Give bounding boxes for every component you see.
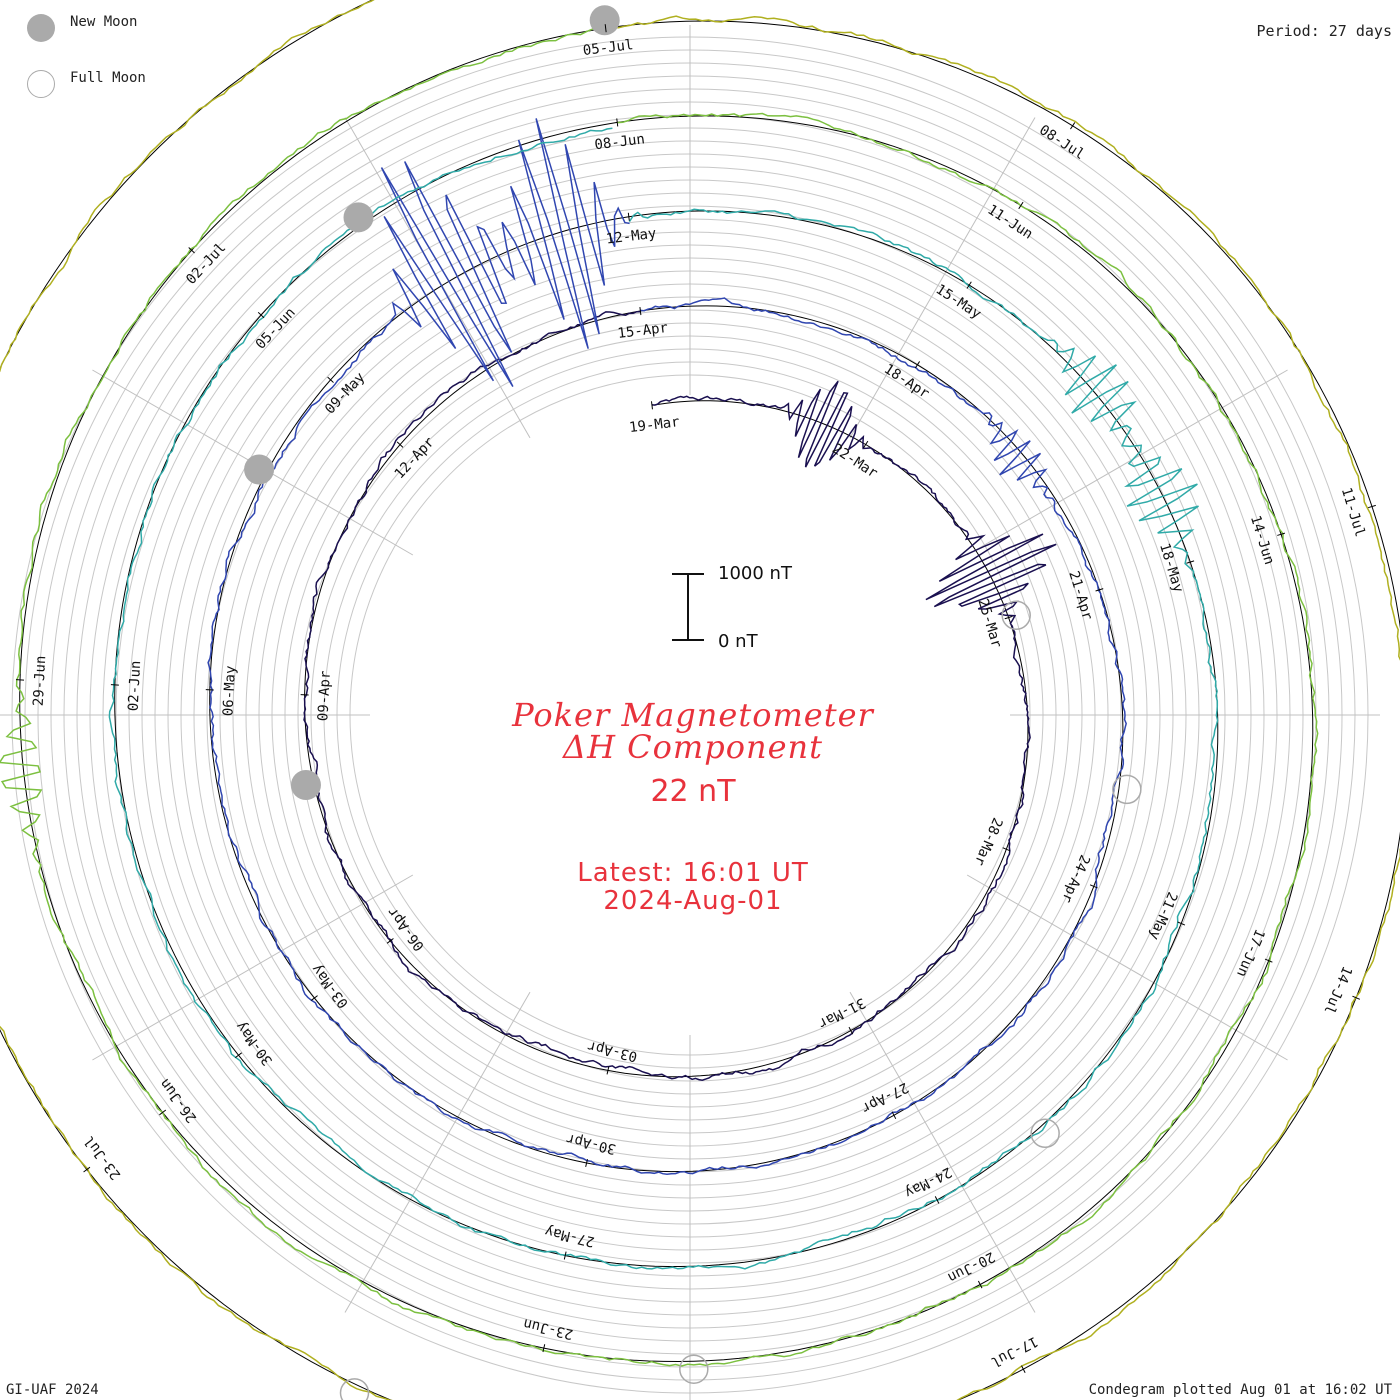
date-tick [1089, 884, 1098, 889]
date-tick [563, 1251, 567, 1260]
full-moon-marker [679, 1354, 709, 1384]
date-label: 19-Mar [628, 414, 680, 436]
date-label: 08-Jun [594, 131, 646, 153]
moon-markers [244, 5, 1142, 1400]
spoke-line [92, 874, 414, 1061]
date-tick [159, 1109, 167, 1116]
series-trace-08-Jun [0, 25, 1319, 1367]
date-label: 15-Apr [617, 320, 669, 342]
date-tick [188, 247, 195, 254]
date-tick [1367, 504, 1376, 509]
date-tick [542, 1344, 546, 1353]
date-tick [1177, 921, 1186, 926]
date-tick [327, 376, 334, 383]
series-trace-19-Mar [303, 310, 1057, 1081]
date-label: 14-Jul [1320, 964, 1354, 1017]
date-tick [310, 995, 318, 1001]
date-tick [848, 1026, 854, 1035]
date-label: 08-Jul [1036, 122, 1087, 163]
spoke-line [966, 369, 1288, 556]
new-moon-label: New Moon [70, 14, 138, 30]
new-moon-marker [589, 5, 620, 36]
full-moon-marker [1030, 1118, 1060, 1149]
date-tick [1352, 995, 1361, 1000]
chart-subtitle: ΔH Component [562, 728, 824, 766]
full-moon-label: Full Moon [70, 70, 146, 86]
latest-time: Latest: 16:01 UT [577, 858, 809, 888]
period-label: Period: 27 days [1256, 22, 1392, 40]
date-label: 06-May [220, 665, 239, 716]
date-tick [650, 401, 653, 410]
spoke-line [344, 991, 531, 1313]
series-trace-12-May [108, 127, 1219, 1270]
date-label: 26-Jun [157, 1075, 200, 1125]
date-tick [1021, 1365, 1026, 1373]
full-moon-marker [1112, 774, 1142, 805]
date-tick [1004, 615, 1013, 620]
date-tick [891, 1111, 897, 1120]
date-label: 22-Mar [829, 441, 880, 482]
date-tick [977, 1280, 983, 1289]
current-value: 22 nT [650, 774, 736, 809]
full-moon-marker [1001, 600, 1031, 631]
scale-bar [672, 573, 704, 641]
date-tick [585, 1158, 588, 1168]
date-label: 25-Mar [974, 597, 1004, 650]
date-tick [1002, 847, 1011, 852]
date-tick [83, 1166, 91, 1173]
date-label: 23-Jul [81, 1132, 124, 1182]
series-trace-15-Apr [207, 118, 1127, 1176]
new-moon-icon [27, 14, 55, 42]
new-moon-marker [290, 770, 321, 801]
date-label: 02-Jul [183, 240, 229, 288]
date-tick [616, 118, 619, 127]
date-tick [235, 1052, 243, 1059]
date-tick [863, 440, 869, 449]
date-tick [1018, 201, 1024, 210]
date-tick [606, 1066, 610, 1075]
date-tick [1186, 560, 1195, 564]
scale-top-label: 1000 nT [718, 563, 792, 584]
chart-title: Poker Magnetometer [512, 696, 874, 734]
date-tick [627, 212, 630, 221]
date-label: 12-May [605, 226, 657, 248]
date-tick [604, 24, 607, 33]
date-label: 09-Apr [315, 670, 334, 721]
date-tick [1264, 958, 1273, 963]
date-label: 17-Jun [1233, 926, 1267, 979]
date-label: 29-Jun [31, 655, 50, 706]
date-tick [639, 307, 642, 316]
date-tick [966, 281, 972, 289]
date-tick [1070, 122, 1076, 130]
date-tick [934, 1196, 940, 1204]
footer-plotted-time: Condegram plotted Aug 01 at 16:02 UT [1088, 1382, 1392, 1398]
new-moon-marker [244, 454, 275, 485]
footer-credit: GI-UAF 2024 [6, 1382, 99, 1398]
date-tick [386, 938, 394, 944]
date-label: 18-Apr [881, 361, 932, 402]
spoke-line [966, 874, 1288, 1061]
date-tick [396, 441, 404, 448]
date-label: 02-Jun [126, 660, 145, 711]
date-label: 14-Jun [1247, 514, 1277, 567]
date-tick [1277, 532, 1286, 536]
date-tick [257, 311, 265, 319]
full-moon-marker [339, 1378, 370, 1400]
date-tick [914, 361, 921, 369]
scale-bottom-label: 0 nT [718, 631, 758, 652]
new-moon-marker [343, 202, 374, 233]
spoke-line [849, 991, 1036, 1313]
date-label: 05-Jul [582, 37, 634, 59]
latest-date: 2024-Aug-01 [603, 886, 783, 916]
spoke-line [849, 117, 1036, 439]
date-tick [1095, 588, 1104, 592]
date-label: 05-Jun [253, 305, 299, 353]
full-moon-icon [27, 70, 55, 98]
